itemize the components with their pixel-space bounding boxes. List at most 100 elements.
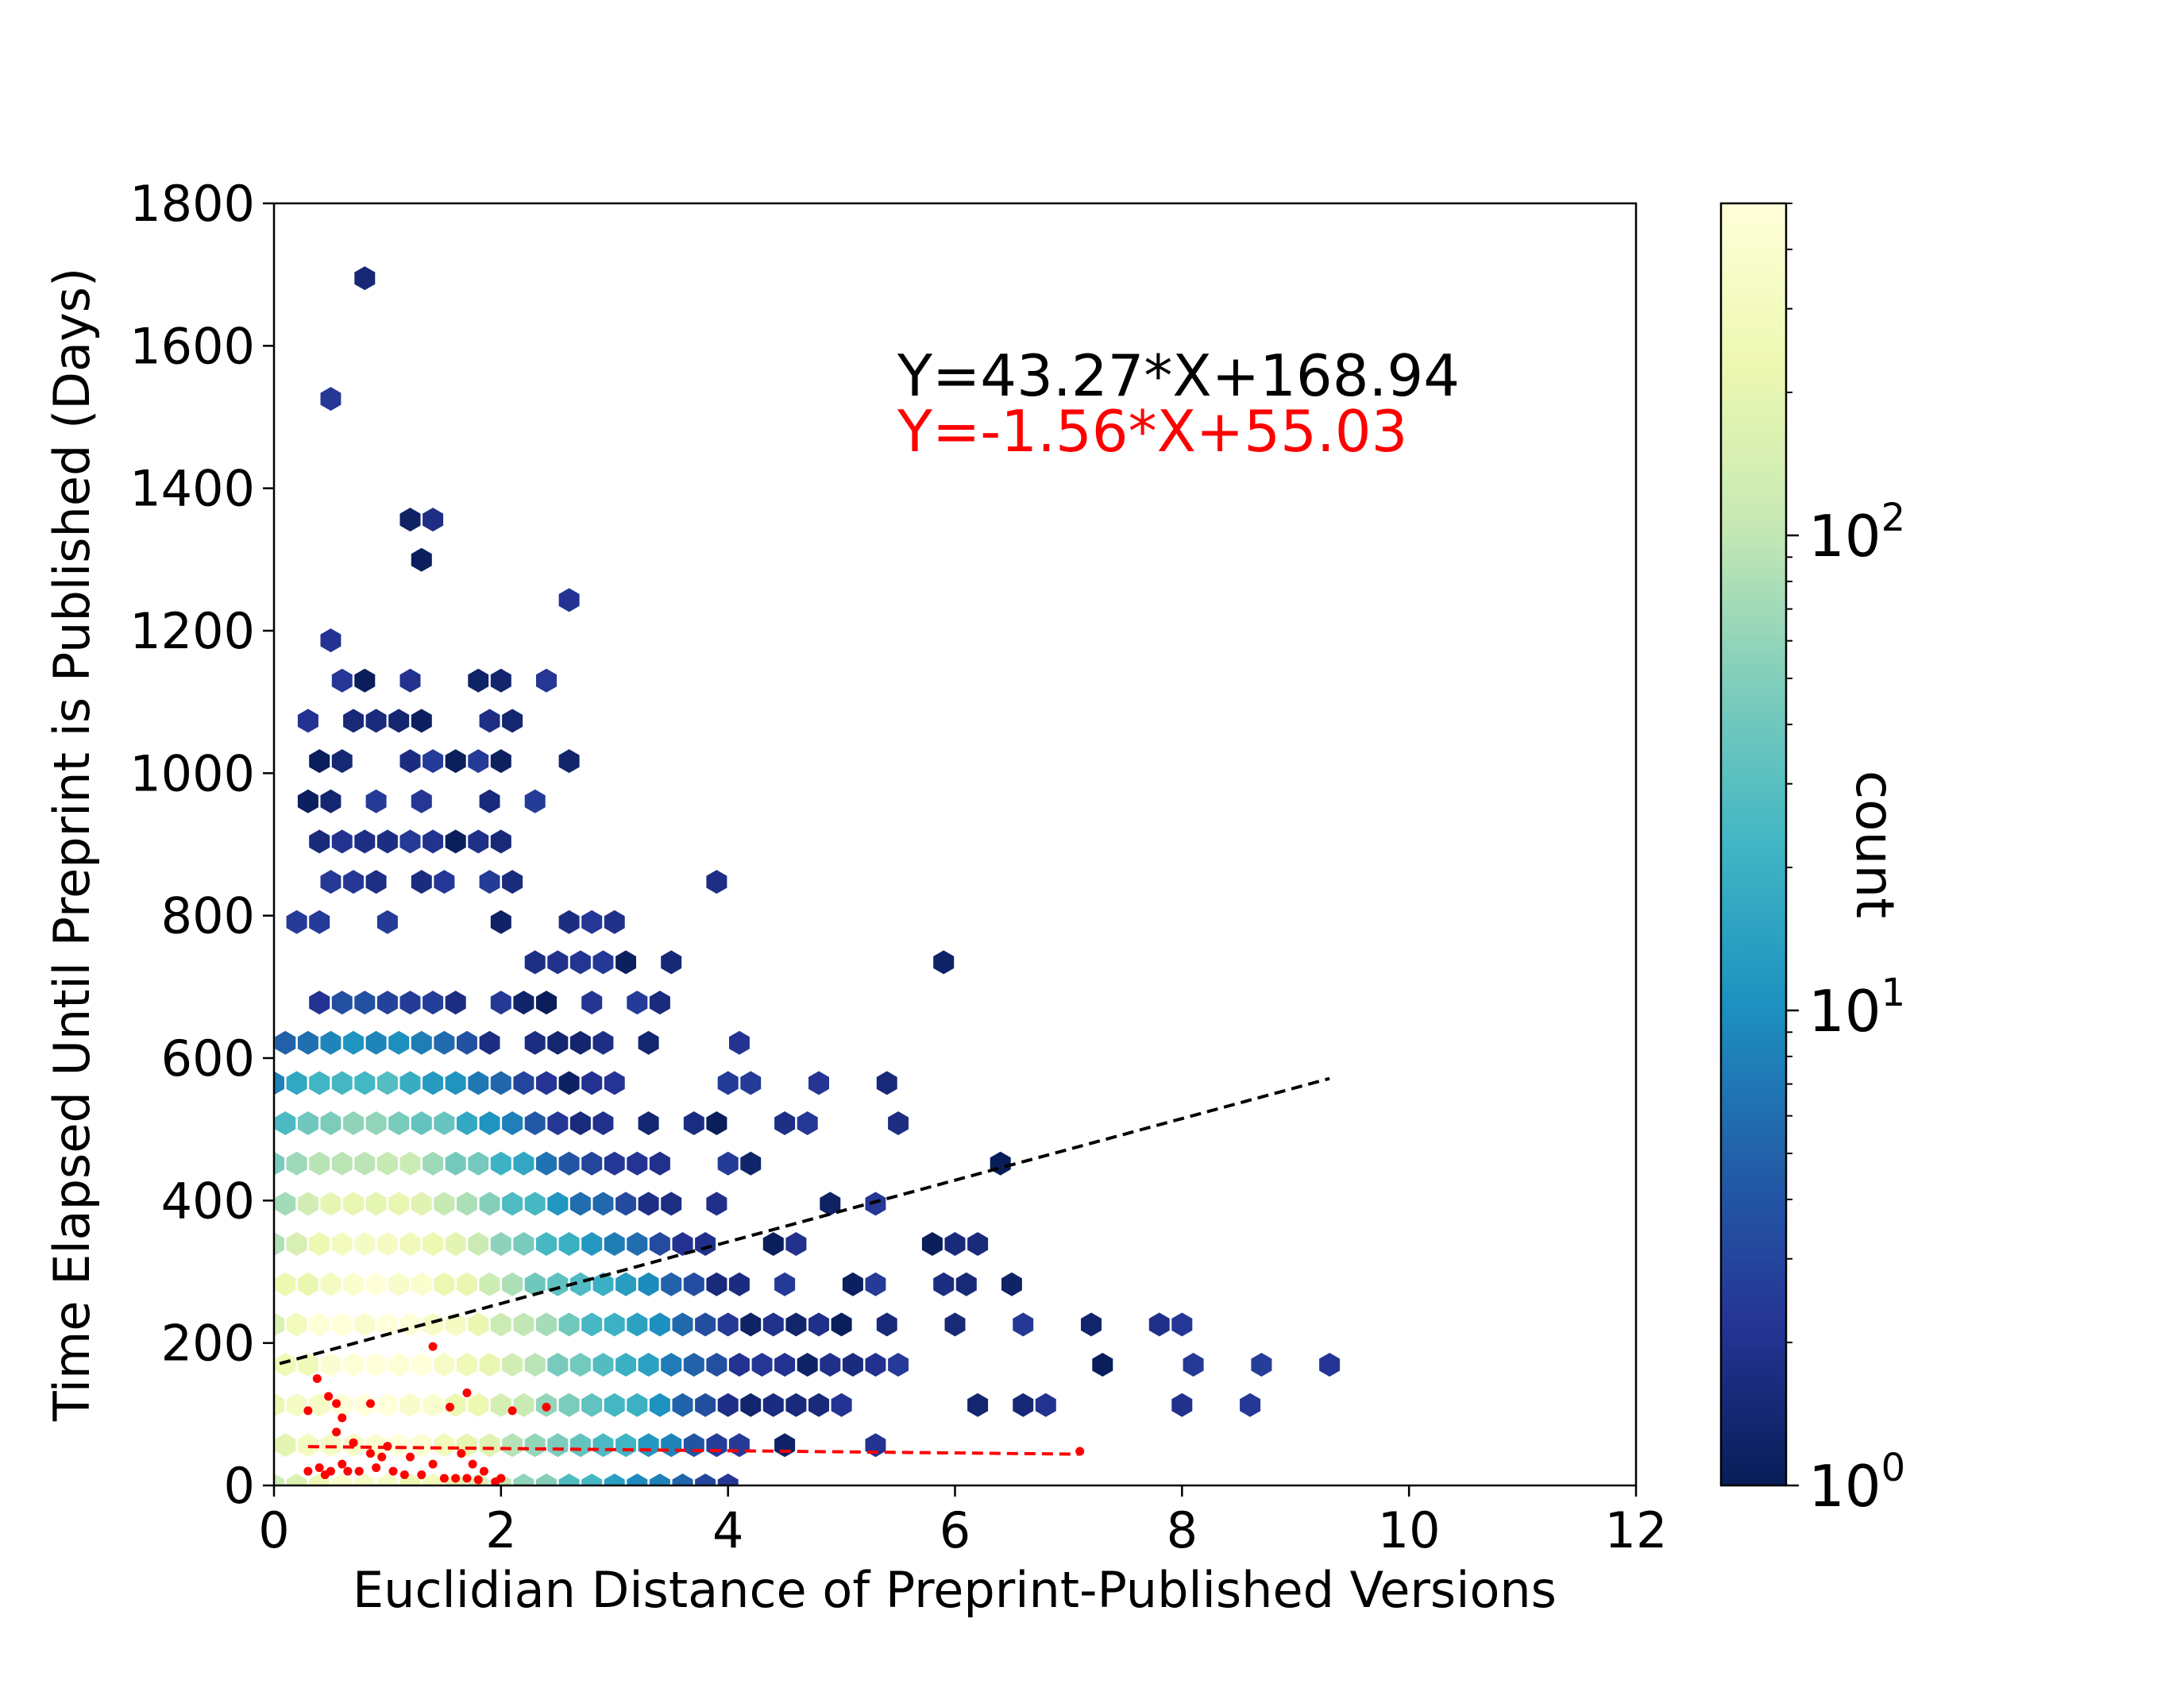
hex-bin bbox=[615, 950, 636, 975]
hex-bin bbox=[502, 1272, 523, 1296]
hex-bin bbox=[581, 1071, 603, 1095]
hex-bin bbox=[411, 1353, 432, 1377]
scatter-point bbox=[332, 1399, 341, 1408]
hex-bin bbox=[876, 1071, 897, 1095]
y-axis-ticks: 0 200 400 600 800 1000 1200 1400 1600 1800 bbox=[129, 175, 274, 1515]
hex-bin bbox=[1319, 1353, 1341, 1377]
hex-bin bbox=[649, 1474, 670, 1485]
scatter-point bbox=[473, 1475, 483, 1485]
scatter-point bbox=[377, 1452, 387, 1462]
hex-bin bbox=[524, 950, 546, 975]
x-tick-label: 2 bbox=[485, 1501, 516, 1559]
hex-bin bbox=[524, 1272, 546, 1296]
y-tick-label: 1800 bbox=[129, 175, 255, 233]
y-axis-label: Time Elapsed Until Preprint is Published… bbox=[43, 268, 101, 1422]
hex-bin bbox=[354, 668, 376, 693]
hex-bin bbox=[423, 1474, 444, 1485]
hex-bin bbox=[309, 910, 330, 934]
hex-bin bbox=[558, 1232, 580, 1256]
hex-bin bbox=[683, 1433, 704, 1458]
hex-bin bbox=[343, 1192, 364, 1216]
hex-bin bbox=[831, 1393, 852, 1417]
colorbar-tick-label: 101 bbox=[1808, 971, 1905, 1045]
hex-bin bbox=[581, 1474, 603, 1485]
hex-bin bbox=[479, 789, 500, 813]
hex-bin bbox=[354, 1151, 376, 1176]
hex-bin bbox=[627, 1312, 648, 1337]
hex-bin bbox=[717, 1071, 739, 1095]
hex-bin bbox=[354, 991, 376, 1015]
hex-bin bbox=[558, 1071, 580, 1095]
hex-bin bbox=[615, 1433, 636, 1458]
x-tick-label: 8 bbox=[1167, 1501, 1198, 1559]
hex-bin bbox=[649, 991, 670, 1015]
hex-bin bbox=[423, 508, 444, 532]
hex-bin bbox=[275, 1272, 296, 1296]
hex-bin bbox=[479, 1433, 500, 1458]
hex-bin bbox=[445, 1232, 466, 1256]
hex-bin bbox=[457, 1192, 477, 1216]
hex-bin bbox=[536, 1071, 557, 1095]
hex-bin bbox=[274, 1474, 284, 1485]
hex-bin bbox=[547, 1353, 569, 1377]
hex-bin bbox=[479, 870, 500, 894]
hex-bin bbox=[558, 749, 580, 774]
hex-bin bbox=[672, 1232, 693, 1256]
hex-bin bbox=[309, 829, 330, 854]
hex-bin bbox=[490, 668, 511, 693]
hex-bin bbox=[615, 1272, 636, 1296]
hex-bin bbox=[331, 1151, 353, 1176]
hex-bin bbox=[490, 1232, 511, 1256]
hex-bin bbox=[785, 1232, 807, 1256]
scatter-point bbox=[326, 1466, 335, 1476]
x-tick-label: 12 bbox=[1605, 1501, 1668, 1559]
hex-bin bbox=[399, 991, 421, 1015]
scatter-point bbox=[462, 1474, 472, 1483]
hex-bin bbox=[944, 1232, 966, 1256]
hex-bin bbox=[365, 1192, 387, 1216]
hex-bin bbox=[569, 1353, 591, 1377]
hex-bin bbox=[661, 950, 682, 975]
hex-bin bbox=[320, 1353, 341, 1377]
hex-bin bbox=[615, 1353, 636, 1377]
scatter-point bbox=[468, 1459, 477, 1469]
colorbar-tick-label: 102 bbox=[1808, 496, 1905, 570]
hex-bin bbox=[286, 1312, 307, 1337]
hex-bin bbox=[423, 991, 444, 1015]
hex-bin bbox=[354, 1474, 376, 1485]
hex-bin bbox=[331, 1232, 353, 1256]
hex-bin bbox=[604, 1312, 625, 1337]
hex-bin bbox=[468, 1071, 489, 1095]
hex-bin bbox=[297, 1030, 318, 1055]
hex-bin bbox=[569, 1272, 591, 1296]
hex-bin bbox=[388, 1272, 410, 1296]
hex-bin bbox=[808, 1312, 829, 1337]
y-tick-label: 600 bbox=[161, 1029, 255, 1087]
hex-bin bbox=[627, 1151, 648, 1176]
hex-bin bbox=[627, 991, 648, 1015]
hex-bin bbox=[706, 1192, 727, 1216]
hex-bin bbox=[331, 991, 353, 1015]
hex-bin bbox=[411, 1192, 432, 1216]
hex-bin bbox=[365, 709, 387, 733]
hex-bin bbox=[672, 1312, 693, 1337]
hex-bin bbox=[695, 1474, 716, 1485]
hex-bin bbox=[740, 1393, 762, 1417]
hex-bin bbox=[286, 1474, 307, 1485]
hex-bin bbox=[502, 1433, 523, 1458]
hex-bin bbox=[286, 910, 307, 934]
hex-bin bbox=[309, 1071, 330, 1095]
scatter-point bbox=[338, 1459, 347, 1469]
hex-bin bbox=[513, 1393, 534, 1417]
hex-bin bbox=[627, 1232, 648, 1256]
hex-bin bbox=[411, 709, 432, 733]
hex-bin bbox=[638, 1192, 659, 1216]
hex-bin bbox=[320, 870, 341, 894]
hex-bin bbox=[933, 950, 955, 975]
hex-bin bbox=[513, 1071, 534, 1095]
hex-bin bbox=[297, 709, 318, 733]
hex-bin bbox=[661, 1353, 682, 1377]
hex-bin bbox=[376, 991, 398, 1015]
hex-bin bbox=[536, 1474, 557, 1485]
hex-bin bbox=[1035, 1393, 1056, 1417]
